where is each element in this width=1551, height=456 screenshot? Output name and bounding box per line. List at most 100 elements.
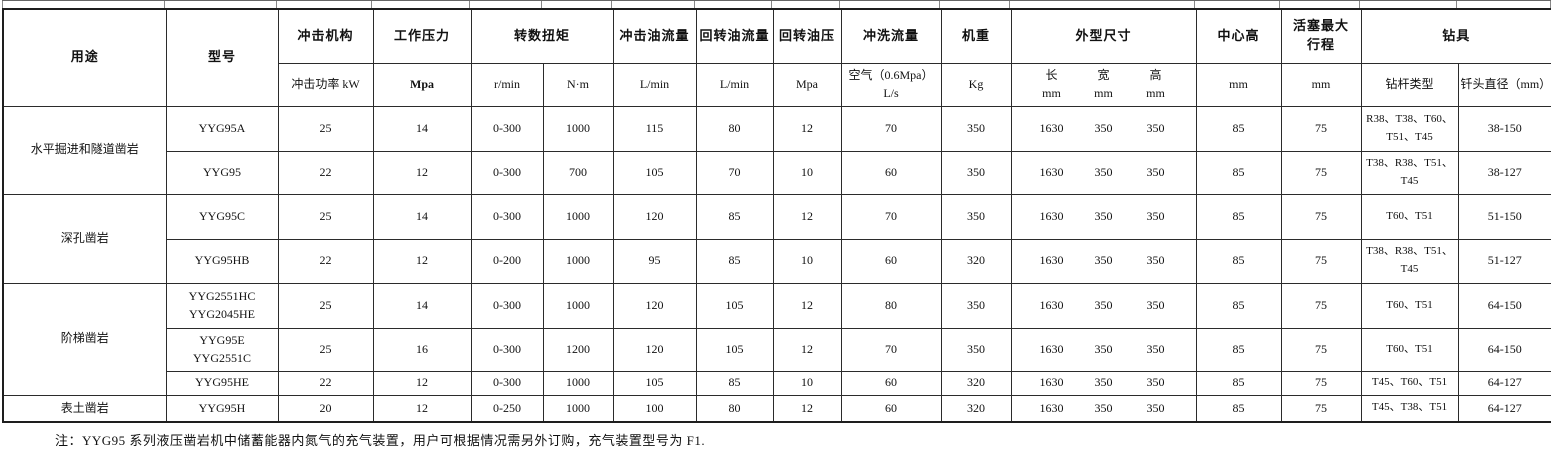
- top-strip-segment: [372, 1, 470, 9]
- table-row: 表土凿岩 YYG95H 20 12 0-250 1000 100 80 12 60 320 1630 3…: [2, 394, 1551, 423]
- top-strip-segment: [165, 1, 277, 9]
- table-row: 阶梯凿岩 YYG2551HC YYG2045HE 25 14 0-300 1000 120 10…: [2, 282, 1551, 396]
- center-height-cell: 85: [1195, 105, 1282, 152]
- piston-stroke-cell: 75: [1280, 394, 1362, 423]
- col-torque-unit: N·m: [542, 62, 614, 107]
- value-cell: 320: [940, 394, 1012, 423]
- col-impact-oil-flow: 冲击油流量: [612, 8, 697, 64]
- dims-width-label: 宽: [1097, 68, 1110, 83]
- piston-stroke-cell: 75: [1280, 370, 1362, 396]
- rod-type-cell: T45、T60、T51: [1360, 370, 1459, 396]
- top-strip-segment: [1280, 1, 1360, 9]
- value-cell: 350: [940, 193, 1012, 240]
- value-cell: 0-250: [470, 394, 544, 423]
- top-strip-segment: [772, 1, 840, 9]
- model-cell: YYG95HE: [165, 370, 279, 396]
- value-cell: 105: [612, 150, 697, 195]
- value-cell: 12: [372, 370, 472, 396]
- value-cell: 320: [940, 370, 1012, 396]
- value-cell: 70: [840, 327, 942, 372]
- top-strip-segment: [695, 1, 772, 9]
- col-impact-mechanism: 冲击机构: [277, 8, 374, 64]
- value-cell: 85: [695, 238, 774, 284]
- col-dims-lwh: 长 宽 高 mm mm mm: [1010, 62, 1197, 107]
- table-row: 深孔凿岩 YYG95C 25 14 0-300 1000 120 85 12 70 350 1630 3…: [2, 193, 1551, 284]
- value-cell: 12: [772, 105, 842, 152]
- center-height-cell: 85: [1195, 370, 1282, 396]
- top-strip-segment: [1360, 1, 1457, 9]
- dimensions-cell: 1630 350 350: [1010, 327, 1197, 372]
- piston-stroke-cell: 75: [1280, 150, 1362, 195]
- top-ruled-strip: [2, 0, 1551, 9]
- flush-rate-unit: L/s: [883, 85, 899, 100]
- col-flush-unit: 空气（0.6Mpa） L/s: [840, 62, 942, 107]
- dimensions-cell: 1630 350 350: [1010, 193, 1197, 240]
- value-cell: 350: [940, 282, 1012, 329]
- value-cell: 10: [772, 150, 842, 195]
- bit-diameter-cell: 38-127: [1457, 150, 1551, 195]
- value-cell: 0-300: [470, 282, 544, 329]
- value-cell: 70: [695, 150, 774, 195]
- value-cell: 120: [612, 327, 697, 372]
- value-cell: 60: [840, 238, 942, 284]
- value-cell: 80: [840, 282, 942, 329]
- value-cell: 1000: [542, 105, 614, 152]
- bit-diameter-cell: 64-150: [1457, 327, 1551, 372]
- dims-height-label: 高: [1149, 68, 1162, 83]
- value-cell: 115: [612, 105, 697, 152]
- dims-width-unit: mm: [1094, 85, 1113, 100]
- center-height-cell: 85: [1195, 193, 1282, 240]
- col-stroke-unit: mm: [1280, 62, 1362, 107]
- value-cell: 10: [772, 370, 842, 396]
- value-cell: 700: [542, 150, 614, 195]
- value-cell: 12: [372, 394, 472, 423]
- piston-stroke-cell: 75: [1280, 327, 1362, 372]
- value-cell: 120: [612, 282, 697, 329]
- dims-length-unit: mm: [1042, 85, 1061, 100]
- value-cell: 120: [612, 193, 697, 240]
- top-strip-segment: [840, 1, 940, 9]
- value-cell: 25: [277, 282, 374, 329]
- center-height-cell: 85: [1195, 394, 1282, 423]
- bit-diameter-cell: 51-127: [1457, 238, 1551, 284]
- rod-type-cell: T60、T51: [1360, 193, 1459, 240]
- value-cell: 1000: [542, 394, 614, 423]
- bit-diameter-cell: 51-150: [1457, 193, 1551, 240]
- value-cell: 350: [940, 105, 1012, 152]
- value-cell: 0-300: [470, 105, 544, 152]
- rock-drill-spec-table: 用途 型号 冲击机构 工作压力 转数扭矩 冲击油流量 回转油流量 回转油压 冲洗…: [2, 8, 1551, 423]
- model-cell: YYG95: [165, 150, 279, 195]
- usage-cell: 阶梯凿岩: [2, 282, 167, 396]
- value-cell: 22: [277, 238, 374, 284]
- dimensions-cell: 1630 350 350: [1010, 238, 1197, 284]
- usage-cell: 水平掘进和隧道凿岩: [2, 105, 167, 195]
- col-rotary-oil-flow: 回转油流量: [695, 8, 774, 64]
- value-cell: 1000: [542, 370, 614, 396]
- value-cell: 70: [840, 105, 942, 152]
- dimensions-cell: 1630 350 350: [1010, 105, 1197, 152]
- model-cell: YYG95C: [165, 193, 279, 240]
- value-cell: 14: [372, 282, 472, 329]
- col-rotary-oil-unit: L/min: [695, 62, 774, 107]
- model-cell: YYG95E YYG2551C: [165, 327, 279, 372]
- piston-stroke-cell: 75: [1280, 193, 1362, 240]
- col-drilling-tools: 钻具: [1360, 8, 1551, 64]
- value-cell: 85: [695, 193, 774, 240]
- col-rotary-oil-pressure: 回转油压: [772, 8, 842, 64]
- rod-type-cell: T60、T51: [1360, 282, 1459, 329]
- value-cell: 12: [772, 193, 842, 240]
- value-cell: 1000: [542, 238, 614, 284]
- col-rpm-unit: r/min: [470, 62, 544, 107]
- col-working-pressure: 工作压力: [372, 8, 472, 64]
- dims-lwh-units: mm mm mm: [1014, 85, 1194, 102]
- rod-type-cell: T60、T51: [1360, 327, 1459, 372]
- col-bit-diameter: 钎头直径（mm）: [1457, 62, 1551, 107]
- dims-height-unit: mm: [1146, 85, 1165, 100]
- footnote: 注：YYG95 系列液压凿岩机中储蓄能器内氮气的充气装置，用户可根据情况需另外订…: [55, 433, 706, 448]
- col-rotary-pressure-unit: Mpa: [772, 62, 842, 107]
- dims-lwh-labels: 长 宽 高: [1014, 67, 1194, 84]
- center-height-cell: 85: [1195, 150, 1282, 195]
- bit-diameter-cell: 64-127: [1457, 370, 1551, 396]
- model-cell: YYG95A: [165, 105, 279, 152]
